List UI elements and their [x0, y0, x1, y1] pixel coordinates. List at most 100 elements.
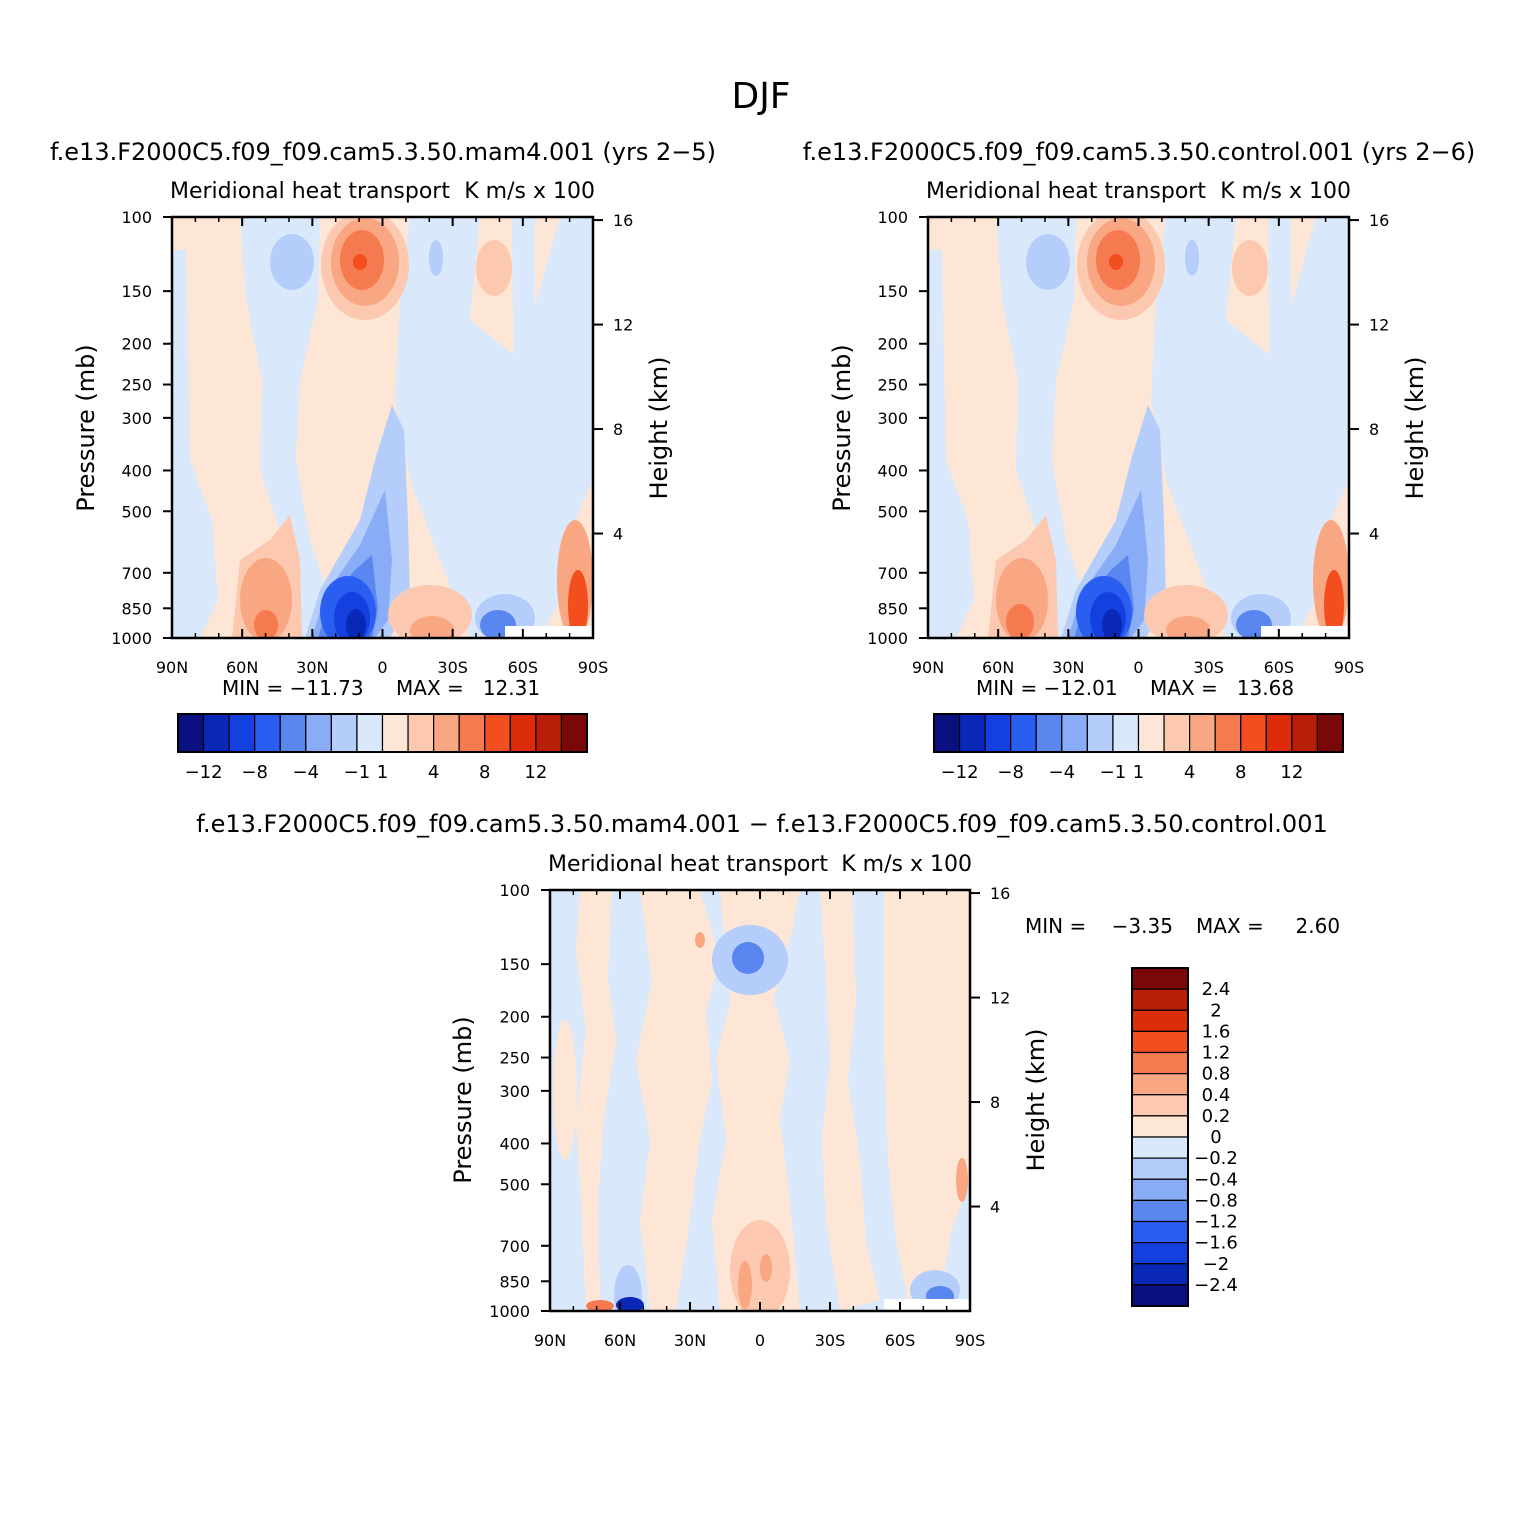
colorbar-box: [1131, 1094, 1189, 1117]
panel-2-orange-lower-mid-2: [1166, 616, 1210, 638]
colorbar-box: [1131, 1242, 1189, 1265]
panel-3-title: f.e13.F2000C5.f09_f09.cam5.3.50.mam4.001…: [196, 810, 1327, 838]
panel-2-blue-region-a: [996, 217, 1096, 638]
y2-tick-label: 16: [613, 211, 633, 230]
panel-1-orange-lower-right-2: [568, 570, 588, 638]
x-tick-label: 60N: [226, 658, 258, 677]
panel-1-field: [172, 217, 593, 638]
panel-1-orange-lower-left-2: [240, 558, 292, 638]
colorbar-label: 4: [1184, 762, 1195, 783]
panel-1-orange-lower-left-3: [254, 610, 278, 638]
colorbar-label: 4: [428, 762, 439, 783]
panel-3-orange-band-4: [820, 890, 880, 1311]
y-tick-label: 200: [121, 335, 152, 354]
y-tick-label: 300: [121, 409, 152, 428]
colorbar-box: [1131, 1051, 1189, 1075]
y-tick-label: 200: [499, 1008, 530, 1027]
y-tick-label: 250: [877, 376, 908, 395]
colorbar-box: [1131, 1136, 1189, 1159]
panel-1-ylabel: Pressure (mb): [72, 344, 100, 511]
y-tick-label: 700: [499, 1237, 530, 1256]
panel-1-missing-data: [505, 626, 593, 638]
colorbar-box: [1189, 713, 1216, 753]
colorbar-label: 12: [1280, 762, 1303, 783]
colorbar-label: 2: [1210, 1000, 1221, 1021]
panel-3-colorbar: 2.421.61.20.80.40.20−0.2−0.4−0.8−1.2−1.6…: [1131, 967, 1238, 1307]
colorbar-box: [1131, 988, 1189, 1011]
colorbar-box: [356, 713, 384, 753]
panel-1-y2label: Height (km): [645, 357, 673, 500]
page-title: DJF: [731, 76, 790, 117]
panel-1-subtitle-right: K m/s x 100: [464, 179, 595, 204]
colorbar-label: −1.2: [1194, 1212, 1238, 1233]
x-tick-label: 60S: [1264, 658, 1295, 677]
panel-3-max: MAX = 2.60: [1196, 914, 1340, 938]
panel-1-subtitle-left: Meridional heat transport: [170, 179, 450, 204]
y-tick-label: 1000: [111, 629, 152, 648]
y2-tick-label: 16: [1369, 211, 1389, 230]
colorbar-label: −1: [344, 762, 371, 783]
colorbar-label: −8: [241, 762, 268, 783]
colorbar-label: 1.6: [1202, 1021, 1231, 1042]
y-tick-label: 100: [877, 208, 908, 227]
x-tick-label: 30N: [296, 658, 328, 677]
panel-1-blue-region-b: [395, 217, 593, 638]
y-tick-label: 850: [877, 599, 908, 618]
panel-3-subtitle-left: Meridional heat transport: [548, 852, 828, 877]
panel-3-missing-data: [884, 1299, 970, 1311]
x-tick-label: 60N: [982, 658, 1014, 677]
colorbar-label: −4: [293, 762, 320, 783]
y-tick-label: 400: [877, 461, 908, 480]
panel-2-blue-core-3: [1102, 609, 1122, 638]
x-tick-label: 30N: [674, 1331, 706, 1350]
y-tick-label: 300: [499, 1082, 530, 1101]
y2-tick-label: 12: [990, 989, 1010, 1008]
colorbar-label: 0.2: [1202, 1106, 1231, 1127]
colorbar-box: [560, 713, 588, 753]
colorbar-label: 8: [479, 762, 490, 783]
panel-2-subtitle-left: Meridional heat transport: [926, 179, 1206, 204]
colorbar-box: [1131, 1157, 1189, 1180]
panel-3-blue-lower-left-2: [616, 1297, 644, 1311]
panel-3-orange-lower-left-spot: [586, 1300, 614, 1311]
panel-1-axes: 90N 60N 30N 0 30S 60S 90S 100 150 200 250 300 400 500…: [111, 208, 633, 677]
y-tick-label: 1000: [867, 629, 908, 648]
y-tick-label: 500: [121, 502, 152, 521]
y-tick-label: 400: [121, 461, 152, 480]
colorbar-box: [1240, 713, 1267, 753]
colorbar-label: −4: [1049, 762, 1076, 783]
x-tick-label: 0: [1133, 658, 1143, 677]
colorbar-box: [1010, 713, 1037, 753]
panel-3-ylabel: Pressure (mb): [449, 1016, 477, 1183]
colorbar-box: [1035, 713, 1063, 753]
colorbar-box: [177, 713, 205, 753]
colorbar-box: [1131, 1073, 1189, 1096]
colorbar-box: [228, 713, 256, 753]
colorbar-label: 8: [1235, 762, 1246, 783]
y2-tick-label: 12: [1369, 316, 1389, 335]
y-tick-label: 150: [877, 282, 908, 301]
y-tick-label: 150: [121, 282, 152, 301]
y2-tick-label: 4: [990, 1198, 1000, 1217]
panel-1-min: MIN = −11.73: [222, 676, 364, 700]
y2-tick-label: 16: [990, 884, 1010, 903]
colorbar-box: [535, 713, 563, 753]
panel-2-axes: 90N 60N 30N 0 30S 60S 90S 100 150 200 250 300 400 500…: [867, 208, 1389, 677]
panel-2-blue-thin-upper: [1185, 240, 1199, 276]
panel-2: f.e13.F2000C5.f09_f09.cam5.3.50.control.…: [803, 138, 1476, 783]
colorbar-box: [1061, 713, 1088, 753]
panel-3-orange-right-edge: [956, 1158, 968, 1202]
x-tick-label: 30S: [1193, 658, 1224, 677]
y-tick-label: 400: [499, 1134, 530, 1153]
colorbar-frame: [933, 713, 1344, 753]
colorbar-box: [1131, 1115, 1189, 1138]
panel-2-orange-lower-left-3: [1006, 604, 1034, 638]
colorbar-label: −12: [185, 762, 223, 783]
panel-3-orange-left-spot: [553, 1020, 577, 1160]
y-tick-label: 850: [121, 599, 152, 618]
colorbar-label: −8: [997, 762, 1024, 783]
colorbar-box: [254, 713, 281, 753]
colorbar-label: 0.8: [1202, 1064, 1231, 1085]
colorbar-box: [933, 713, 961, 753]
colorbar-label: −2: [1203, 1254, 1230, 1275]
